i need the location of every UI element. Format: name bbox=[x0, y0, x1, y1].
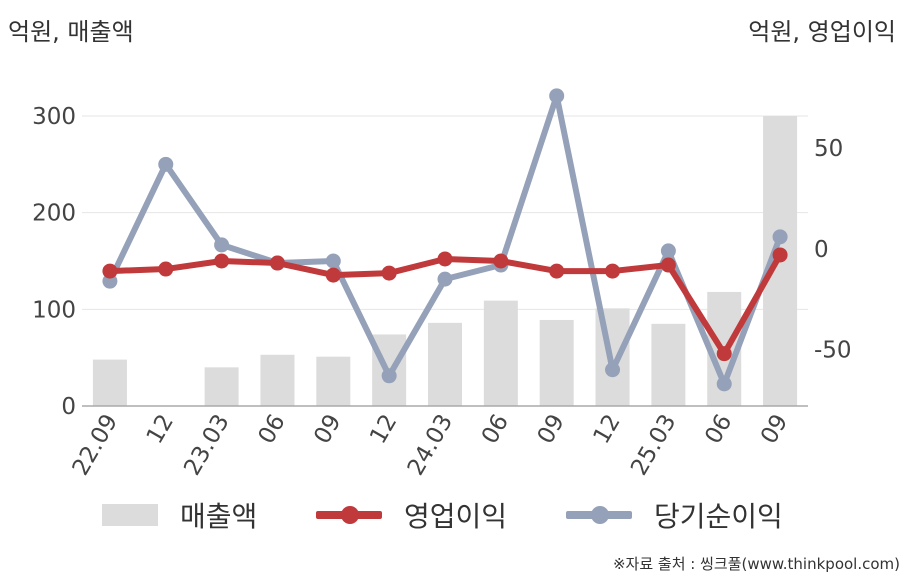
operating-profit-point bbox=[549, 263, 565, 279]
x-tick-label: 24.03 bbox=[403, 410, 458, 480]
right-tick-label: 50 bbox=[814, 136, 843, 162]
operating-profit-point bbox=[772, 247, 788, 263]
x-tick-label: 09 bbox=[309, 410, 346, 448]
x-tick-label: 23.03 bbox=[179, 410, 234, 480]
x-tick-label: 06 bbox=[477, 410, 514, 448]
legend-item-net-income: 당기순이익 bbox=[566, 492, 783, 538]
x-axis-ticks: 22.09 12 23.03 06 09 12 24.03 06 09 12 25.03 06 09 bbox=[68, 410, 794, 480]
revenue-bar bbox=[92, 359, 127, 406]
left-axis-ticks: 0 100 200 300 bbox=[32, 104, 76, 420]
net-income-point bbox=[605, 362, 621, 378]
source-note: ※자료 출처 : 씽크풀(www.thinkpool.com) bbox=[612, 555, 900, 573]
x-tick-label: 12 bbox=[589, 410, 626, 448]
net-income-point bbox=[716, 376, 732, 392]
x-tick-label: 09 bbox=[533, 410, 570, 448]
net-income-point bbox=[437, 271, 453, 287]
x-tick-label: 06 bbox=[254, 410, 291, 448]
revenue-bar bbox=[316, 356, 351, 406]
net-income-point bbox=[772, 229, 788, 245]
x-tick-label: 12 bbox=[365, 410, 402, 448]
revenue-bar bbox=[204, 367, 239, 406]
operating-profit-point bbox=[437, 251, 453, 267]
revenue-bar bbox=[651, 323, 686, 406]
operating-profit-point bbox=[660, 257, 676, 273]
revenue-bar bbox=[260, 354, 295, 406]
x-tick-label: 09 bbox=[756, 410, 793, 448]
right-axis-ticks: -50 0 50 bbox=[814, 136, 852, 363]
net-income-point bbox=[549, 88, 565, 104]
operating-profit-point bbox=[381, 265, 397, 281]
right-tick-label: -50 bbox=[814, 338, 852, 364]
legend-label-operating-profit: 영업이익 bbox=[404, 500, 508, 533]
revenue-bar bbox=[483, 300, 518, 406]
profit-lines bbox=[102, 88, 788, 392]
left-tick-label: 300 bbox=[32, 104, 76, 130]
legend-swatch-net-line bbox=[566, 506, 632, 524]
legend-item-revenue: 매출액 bbox=[102, 492, 257, 538]
legend-swatch-net-dot bbox=[591, 506, 609, 524]
x-tick-label: 12 bbox=[142, 410, 179, 448]
legend-item-operating-profit: 영업이익 bbox=[316, 492, 507, 538]
net-income-point bbox=[214, 237, 230, 253]
left-tick-label: 0 bbox=[61, 394, 76, 420]
x-tick-label: 22.09 bbox=[68, 410, 123, 480]
left-axis-unit-label: 억원, 매출액 bbox=[8, 18, 134, 46]
right-tick-label: 0 bbox=[814, 237, 829, 263]
net-income-point bbox=[325, 253, 341, 269]
x-tick-label: 06 bbox=[700, 410, 737, 448]
grid-lines bbox=[82, 115, 808, 310]
net-income-point bbox=[158, 156, 174, 172]
operating-profit-point bbox=[269, 255, 285, 271]
left-tick-label: 200 bbox=[32, 201, 76, 227]
net-income-point bbox=[381, 368, 397, 384]
operating-profit-point bbox=[716, 346, 732, 362]
chart-legend: 매출액 영업이익 당기순이익 bbox=[0, 492, 908, 538]
revenue-bar bbox=[539, 319, 574, 406]
operating-profit-point bbox=[605, 263, 621, 279]
operating-profit-point bbox=[325, 267, 341, 283]
right-axis-unit-label: 억원, 영업이익 bbox=[748, 18, 896, 46]
x-tick-label: 25.03 bbox=[626, 410, 681, 480]
left-tick-label: 100 bbox=[32, 297, 76, 323]
net-income-point bbox=[660, 243, 676, 259]
operating-profit-point bbox=[158, 261, 174, 277]
operating-profit-point bbox=[493, 253, 509, 269]
legend-label-net-income: 당기순이익 bbox=[654, 500, 783, 533]
legend-swatch-operating-line bbox=[316, 506, 382, 524]
legend-swatch-bar bbox=[102, 504, 158, 526]
legend-swatch-operating-dot bbox=[341, 506, 359, 524]
revenue-bar bbox=[428, 322, 462, 406]
legend-label-revenue: 매출액 bbox=[180, 500, 258, 533]
operating-profit-point bbox=[102, 263, 118, 279]
operating-profit-point bbox=[214, 253, 230, 269]
